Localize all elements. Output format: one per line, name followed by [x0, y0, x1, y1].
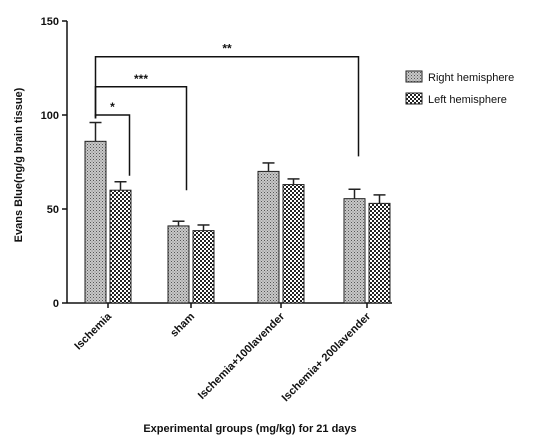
y-tick-label: 100 [41, 110, 59, 122]
sig-bracket-1-label: * [110, 100, 115, 114]
bar-left-hemisphere [368, 202, 391, 304]
bars [84, 121, 391, 304]
sig-bracket-2-label: *** [134, 72, 148, 86]
legend-swatch [405, 92, 423, 105]
legend-swatch [405, 70, 423, 83]
sig-bracket-2-line [94, 86, 188, 191]
x-tick-label: Ischemia [72, 310, 114, 352]
legend-label: Left hemisphere [428, 94, 507, 106]
x-tick-label: Ischemia+100lavender [196, 310, 288, 402]
y-axis-label: Evans Blue(ng/g brain tissue) [13, 87, 25, 242]
x-tick-label: sham [168, 310, 197, 339]
x-tick-label: Ischemia+ 200lavender [280, 310, 374, 404]
bar-right-hemisphere [167, 225, 190, 304]
bar-right-hemisphere [343, 198, 366, 304]
y-tick-label: 0 [53, 298, 59, 310]
y-tick-label: 50 [47, 204, 59, 216]
significance-brackets: ****** [94, 42, 360, 191]
legend-label: Right hemisphere [428, 72, 514, 84]
sig-bracket-3-label: ** [222, 42, 232, 56]
bar-left-hemisphere [192, 230, 215, 304]
bar-left-hemisphere [109, 189, 132, 304]
bar-left-hemisphere [282, 184, 305, 304]
legend: Right hemisphere Left hemisphere [405, 70, 514, 106]
sig-bracket-3-line [94, 55, 360, 157]
x-axis-label: Experimental groups (mg/kg) for 21 days [143, 423, 356, 435]
bar-right-hemisphere [257, 170, 280, 304]
bar-right-hemisphere [84, 140, 107, 304]
y-tick-label: 150 [41, 16, 59, 28]
